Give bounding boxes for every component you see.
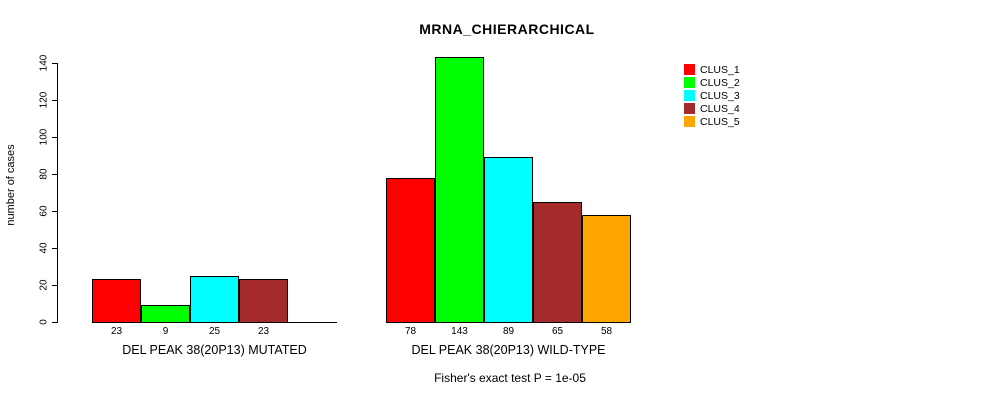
bar-value-label: 58	[600, 326, 613, 337]
legend-entry: CLUS_3	[684, 89, 740, 102]
y-tick	[52, 100, 57, 101]
bar-clus_3	[484, 157, 533, 323]
bar-clus_5	[582, 215, 631, 323]
x-axis-group-label: DEL PEAK 38(20P13) WILD-TYPE	[411, 343, 606, 357]
legend-entry: CLUS_5	[684, 115, 740, 128]
bar-value-label: 89	[502, 326, 515, 337]
legend-swatch-clus_3	[684, 90, 695, 101]
legend-swatch-clus_5	[684, 116, 695, 127]
stat-test-annotation: Fisher's exact test P = 1e-05	[434, 371, 586, 385]
y-tick-label: 40	[38, 242, 50, 254]
legend-swatch-clus_4	[684, 103, 695, 114]
y-tick-label: 80	[38, 168, 50, 180]
y-tick-label: 20	[38, 279, 50, 291]
y-tick-label: 120	[38, 91, 50, 109]
y-axis-title: number of cases	[5, 144, 17, 226]
legend: CLUS_1 CLUS_2 CLUS_3 CLUS_4 CLUS_5	[684, 63, 740, 128]
bar-clus_4	[239, 279, 288, 323]
bar-clus_3	[190, 276, 239, 323]
y-tick	[52, 174, 57, 175]
bar-clus_2	[141, 305, 190, 323]
bar-value-label: 65	[551, 326, 564, 337]
y-tick	[52, 322, 57, 323]
legend-label: CLUS_3	[700, 89, 740, 102]
legend-swatch-clus_1	[684, 64, 695, 75]
y-tick	[52, 248, 57, 249]
legend-label: CLUS_4	[700, 102, 740, 115]
bar-value-label: 25	[208, 326, 221, 337]
y-tick	[52, 137, 57, 138]
y-tick	[52, 285, 57, 286]
bar-value-label: 23	[257, 326, 270, 337]
y-axis-line	[57, 63, 58, 323]
y-tick-label: 0	[38, 319, 50, 325]
bar-clus_1	[386, 178, 435, 323]
y-tick-label: 60	[38, 205, 50, 217]
legend-label: CLUS_1	[700, 63, 740, 76]
legend-entry: CLUS_4	[684, 102, 740, 115]
bar-value-label: 78	[404, 326, 417, 337]
y-tick-label: 140	[38, 54, 50, 72]
legend-label: CLUS_5	[700, 115, 740, 128]
bar-value-label: 143	[451, 326, 468, 337]
bar-clus_2	[435, 57, 484, 323]
legend-entry: CLUS_1	[684, 63, 740, 76]
legend-label: CLUS_2	[700, 76, 740, 89]
y-tick	[52, 63, 57, 64]
chart-title: MRNA_CHIERARCHICAL	[419, 21, 595, 37]
bar-value-label: 23	[110, 326, 123, 337]
x-axis-group-label: DEL PEAK 38(20P13) MUTATED	[122, 343, 307, 357]
bar-value-label: 9	[162, 326, 169, 337]
legend-swatch-clus_2	[684, 77, 695, 88]
legend-entry: CLUS_2	[684, 76, 740, 89]
bar-clus_4	[533, 202, 582, 323]
y-tick	[52, 211, 57, 212]
bar-clus_1	[92, 279, 141, 323]
y-tick-label: 100	[38, 128, 50, 146]
